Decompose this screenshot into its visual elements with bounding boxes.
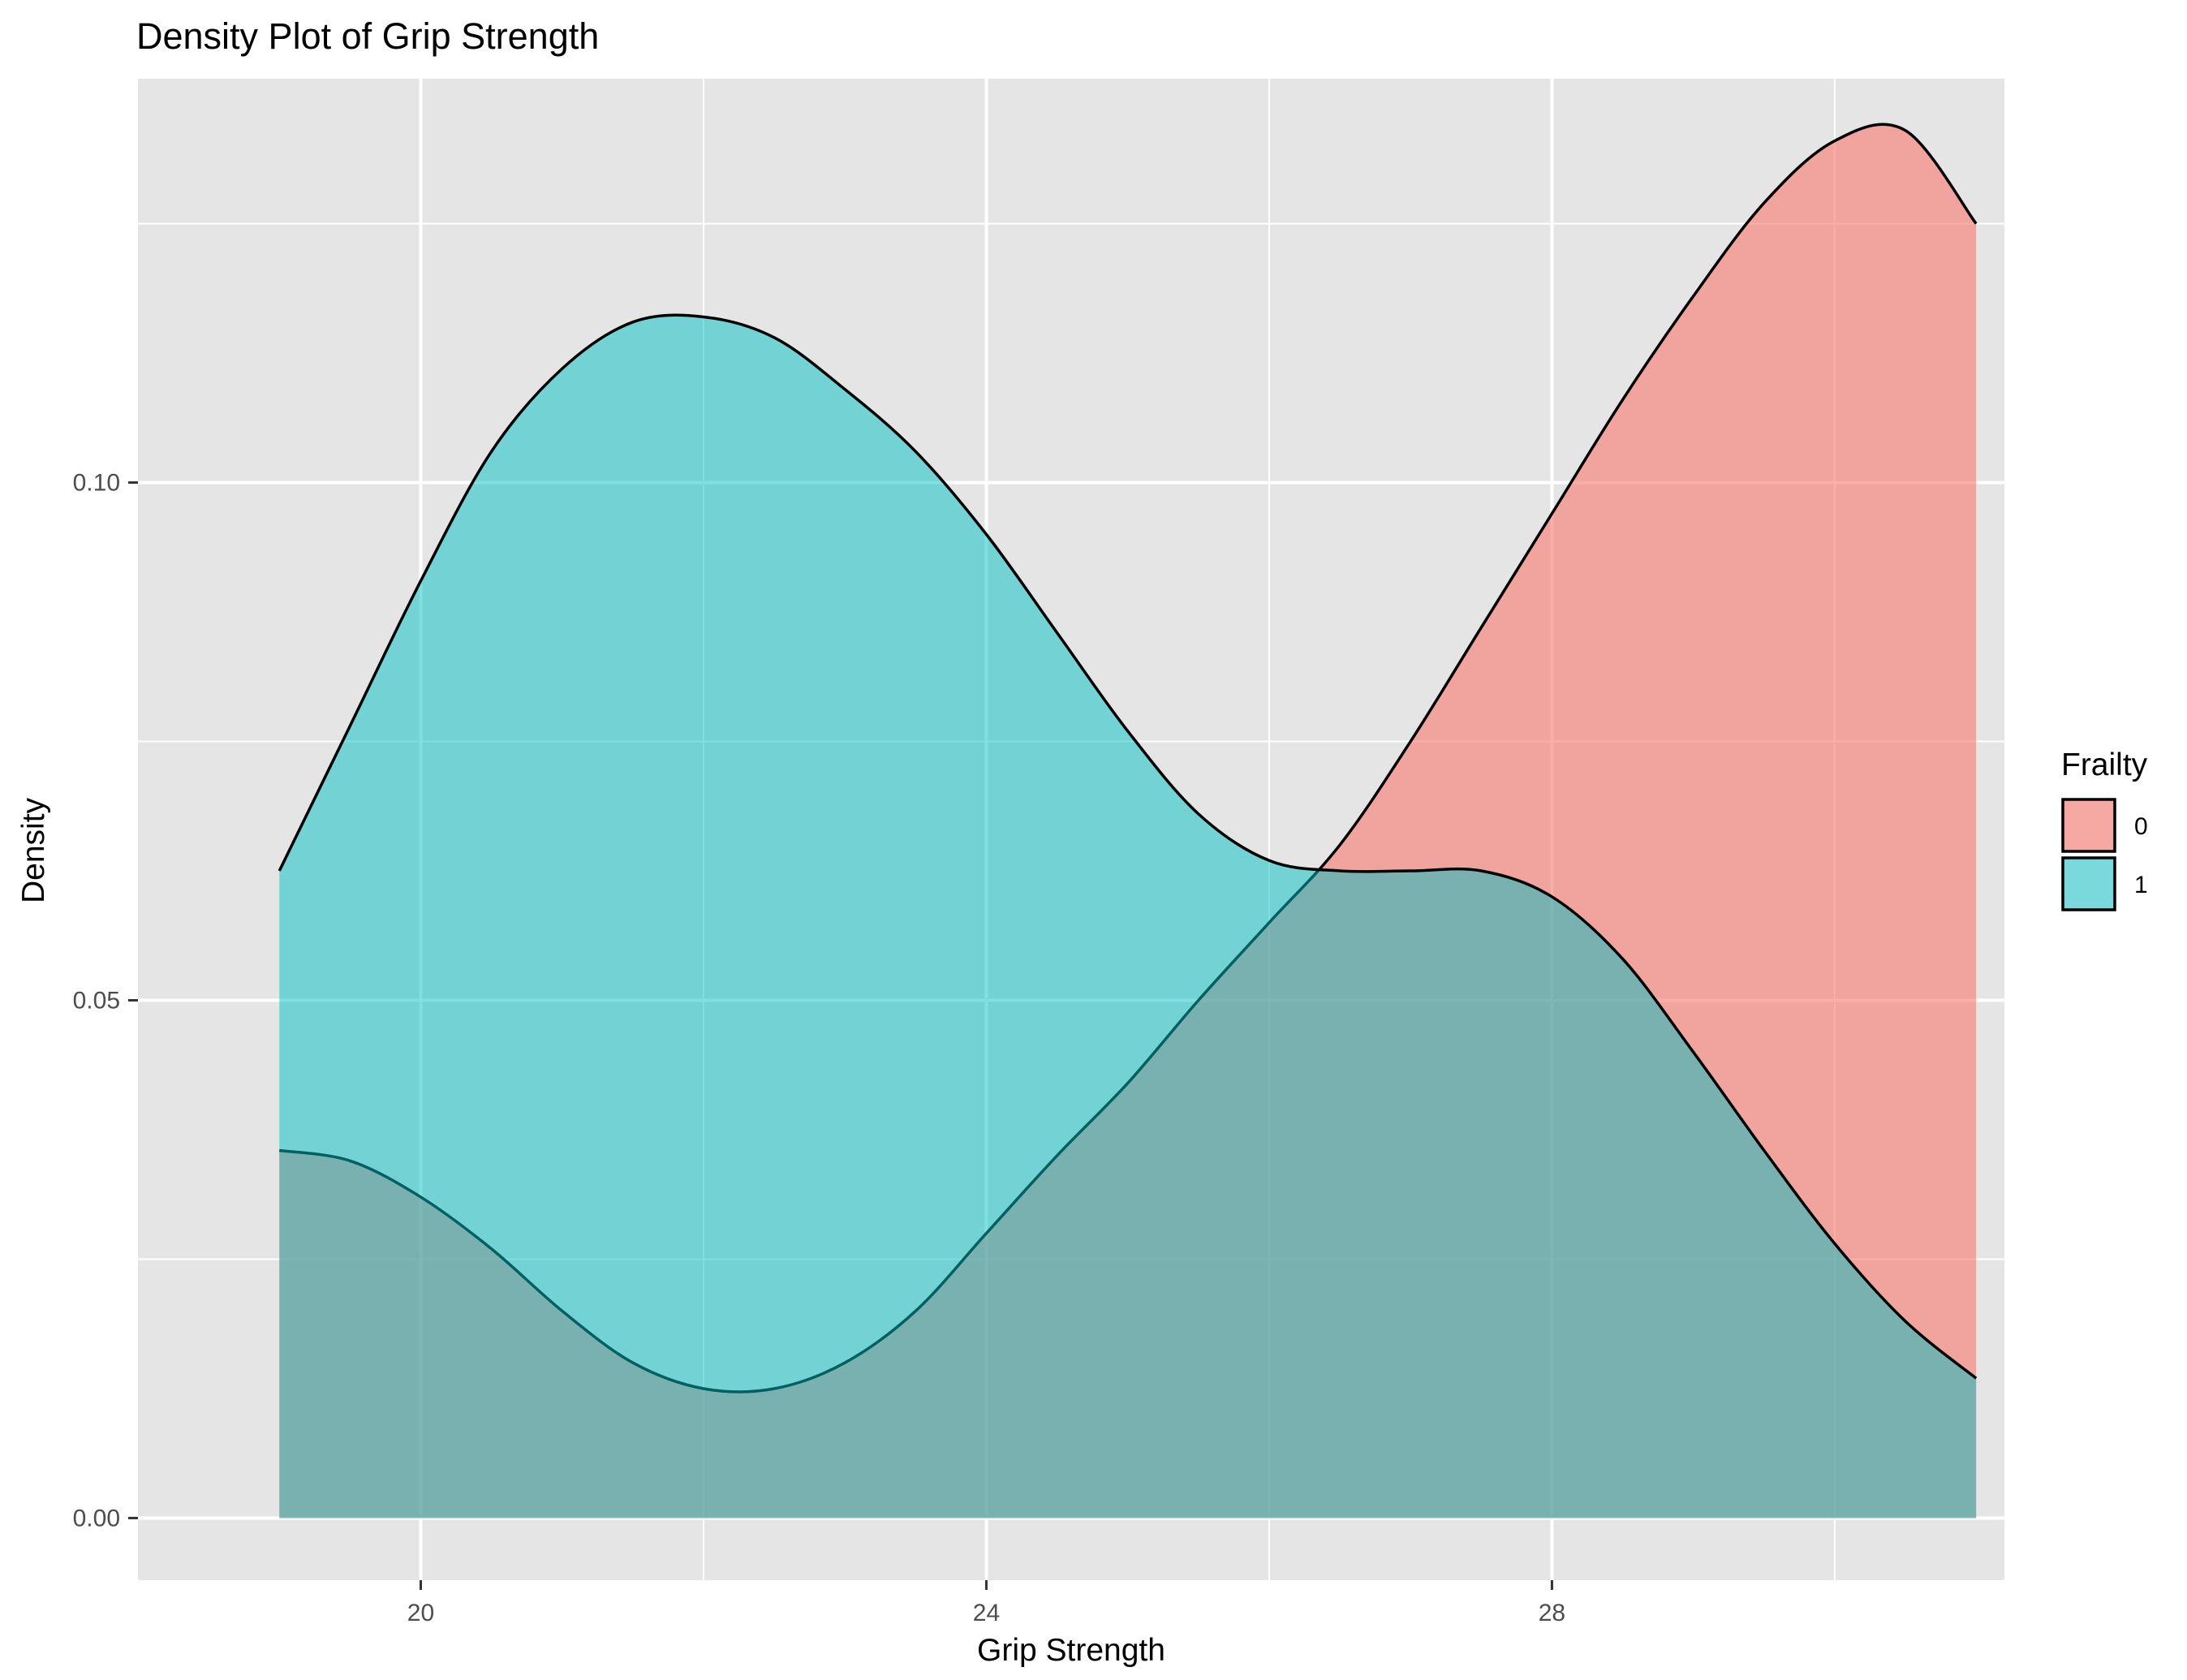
y-tick-label: 0.00: [73, 1505, 120, 1531]
x-tick-label: 28: [1539, 1600, 1565, 1626]
chart-title: Density Plot of Grip Strength: [136, 15, 599, 57]
y-tick-label: 0.05: [73, 988, 120, 1014]
y-axis-label: Density: [16, 797, 51, 903]
x-axis: 20 24 28: [407, 1580, 1565, 1626]
x-tick-label: 20: [407, 1600, 434, 1626]
x-axis-label: Grip Strength: [977, 1633, 1165, 1668]
y-tick-label: 0.10: [73, 470, 120, 497]
x-tick-label: 24: [973, 1600, 1000, 1626]
density-areas: [278, 123, 1978, 1518]
legend-label-frailty-1: 1: [2134, 872, 2148, 898]
legend: Frailty 0 1: [2061, 747, 2148, 911]
density-line-frailty-1: [278, 313, 1978, 1380]
legend-label-frailty-0: 0: [2134, 813, 2148, 840]
y-axis: 0.00 0.05 0.10: [73, 470, 138, 1531]
legend-title: Frailty: [2061, 747, 2148, 782]
density-area-frailty-1: [279, 315, 1977, 1518]
legend-swatch-frailty-1: [2061, 856, 2116, 911]
legend-swatch-frailty-0: [2061, 798, 2116, 853]
